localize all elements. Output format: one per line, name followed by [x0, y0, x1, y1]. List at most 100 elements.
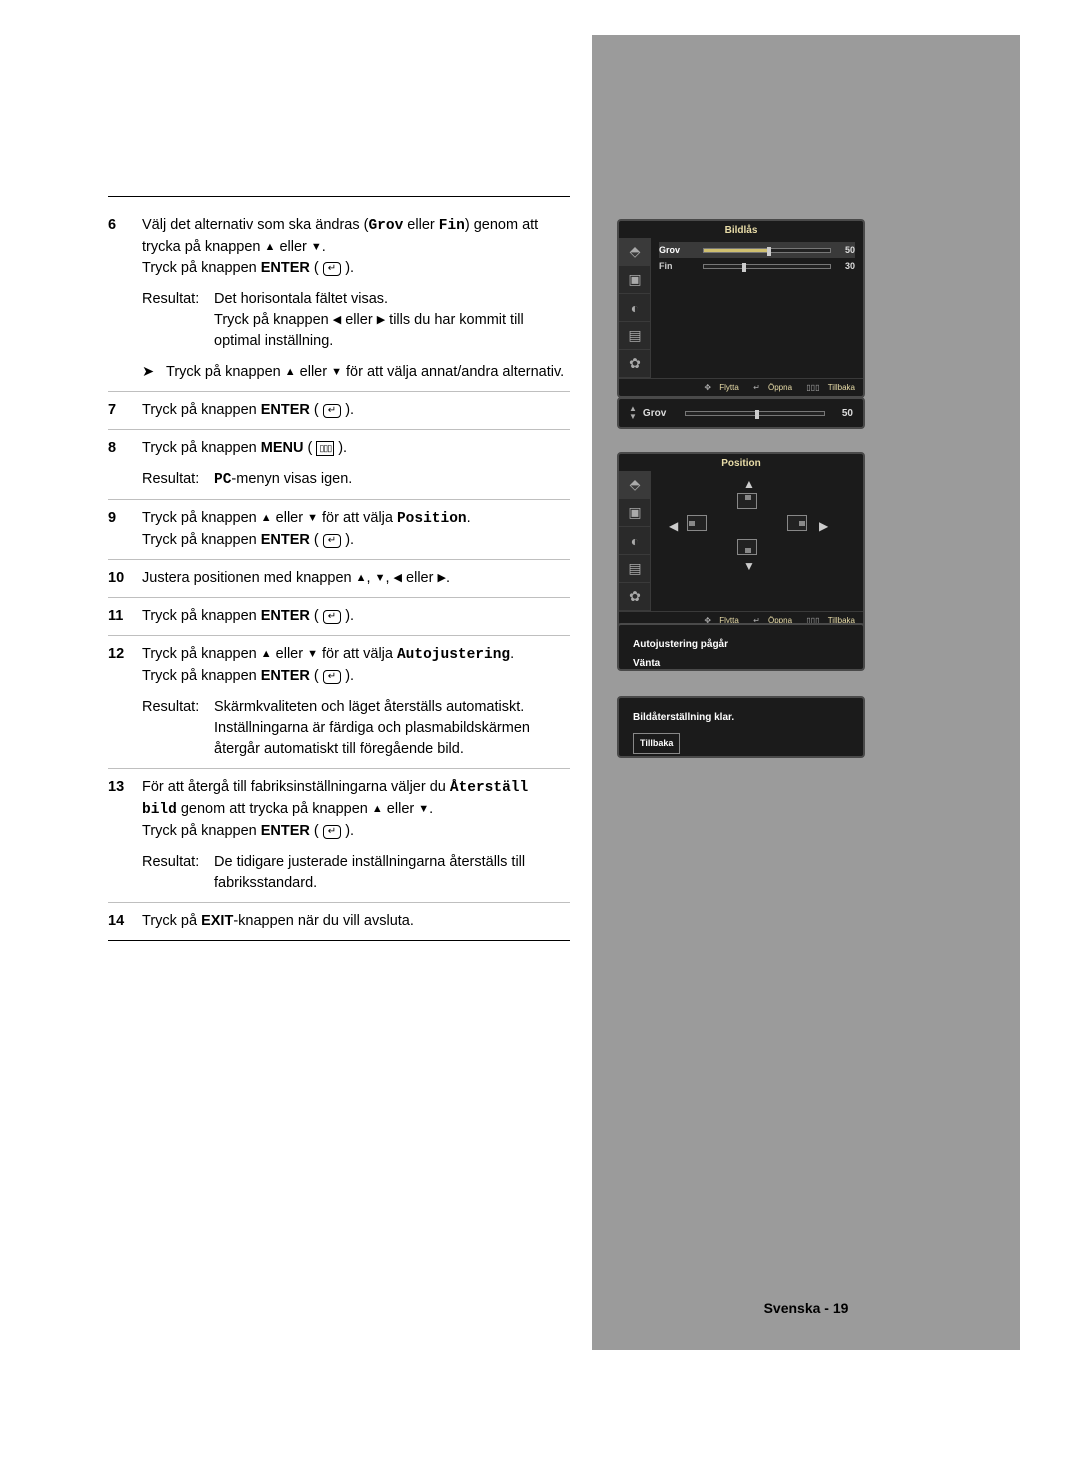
result-label: Resultat:	[142, 469, 214, 491]
osd-item-grov[interactable]: Grov 50	[659, 242, 855, 258]
msg-line2: Vänta	[633, 654, 849, 673]
enter-icon: ↵	[323, 404, 341, 418]
step-12: 12 Tryck på knappen ▲ eller ▼ för att vä…	[108, 636, 570, 769]
left-icon: ◀	[333, 313, 341, 329]
step-number: 14	[108, 911, 142, 932]
step-8: 8 Tryck på knappen MENU ( ▯▯▯ ). Resulta…	[108, 430, 570, 500]
msg-line1: Autojustering pågår	[633, 635, 849, 654]
up-icon: ▲	[372, 802, 383, 818]
top-rule	[108, 196, 570, 197]
down-icon: ▼	[307, 647, 318, 663]
step-body: Tryck på knappen MENU ( ▯▯▯ ). Resultat:…	[142, 438, 570, 491]
step-14: 14 Tryck på EXIT-knappen när du vill avs…	[108, 903, 570, 941]
up-icon: ▲	[261, 647, 272, 663]
result-text: Skärmkvaliteten och läget återställs aut…	[214, 697, 570, 760]
enter-icon: ↵	[323, 534, 341, 548]
enter-icon: ↵	[323, 610, 341, 624]
updown-icon[interactable]: ▲▼	[629, 405, 637, 421]
down-icon: ▼	[418, 802, 429, 818]
step-number: 7	[108, 400, 142, 421]
step-10: 10 Justera positionen med knappen ▲, ▼, …	[108, 560, 570, 598]
up-icon: ▲	[261, 511, 272, 527]
osd-bildlas: Bildlås ⬘ ▣ ◐ ▤ ✿ Grov 50 Fin 30	[617, 219, 865, 398]
step-body: Välj det alternativ som ska ändras (Grov…	[142, 215, 570, 383]
step-number: 8	[108, 438, 142, 491]
osd-icon-column: ⬘ ▣ ◐ ▤ ✿	[619, 238, 651, 378]
osd-title: Bildlås	[619, 221, 863, 238]
down-icon: ▼	[307, 511, 318, 527]
osd-hints: ✥ Flytta ↵ Öppna ▯▯▯ Tillbaka	[619, 378, 863, 396]
osd-position: Position ⬘ ▣ ◐ ▤ ✿ ▲ ◀ ▶ ▼ ✥ Flytta ↵	[617, 452, 865, 631]
result-text: Det horisontala fältet visas. Tryck på k…	[214, 289, 570, 352]
step-body: Tryck på knappen ▲ eller ▼ för att välja…	[142, 508, 570, 551]
step-number: 6	[108, 215, 142, 383]
step-13: 13 För att återgå till fabriksinställnin…	[108, 769, 570, 903]
result-label: Resultat:	[142, 697, 214, 760]
step-body: Tryck på knappen ▲ eller ▼ för att välja…	[142, 644, 570, 760]
up-icon: ▲	[285, 365, 296, 381]
step-number: 10	[108, 568, 142, 589]
setup-icon[interactable]: ✿	[619, 350, 651, 378]
msg-line1: Bildåterställning klar.	[633, 708, 849, 727]
osd-grov-slider: ▲▼ Grov 50	[617, 397, 865, 429]
slider-fin[interactable]	[703, 264, 831, 269]
up-icon[interactable]: ▲	[743, 477, 755, 491]
instruction-content: 6 Välj det alternativ som ska ändras (Gr…	[108, 196, 570, 941]
step-7: 7 Tryck på knappen ENTER ( ↵ ).	[108, 392, 570, 430]
step-body: Justera positionen med knappen ▲, ▼, ◀ e…	[142, 568, 570, 589]
left-icon[interactable]: ◀	[669, 519, 678, 533]
down-icon: ▼	[311, 240, 322, 256]
osd-item-fin[interactable]: Fin 30	[659, 258, 855, 274]
right-icon: ▶	[377, 313, 385, 329]
down-icon: ▼	[375, 571, 386, 587]
back-button[interactable]: Tillbaka	[633, 733, 680, 754]
step-11: 11 Tryck på knappen ENTER ( ↵ ).	[108, 598, 570, 636]
enter-icon: ↵	[323, 670, 341, 684]
menu-icon: ▯▯▯	[316, 441, 334, 456]
left-icon: ◀	[394, 571, 402, 587]
channel-icon[interactable]: ▤	[619, 322, 651, 350]
enter-icon: ↵	[323, 262, 341, 276]
result-text: PC-menyn visas igen.	[214, 469, 570, 491]
pos-bottom-icon	[737, 539, 757, 555]
position-pad[interactable]: ▲ ◀ ▶ ▼	[651, 471, 863, 601]
up-icon: ▲	[356, 571, 367, 587]
step-body: Tryck på knappen ENTER ( ↵ ).	[142, 400, 570, 421]
result-label: Resultat:	[142, 852, 214, 894]
picture-icon[interactable]: ▣	[619, 266, 651, 294]
step-number: 13	[108, 777, 142, 894]
down-icon[interactable]: ▼	[743, 559, 755, 573]
result-text: De tidigare justerade inställningarna åt…	[214, 852, 570, 894]
input-icon[interactable]: ⬘	[619, 238, 651, 266]
step-number: 11	[108, 606, 142, 627]
up-icon: ▲	[265, 240, 276, 256]
result-label: Resultat:	[142, 289, 214, 352]
step-number: 12	[108, 644, 142, 760]
right-icon[interactable]: ▶	[819, 519, 828, 533]
pos-left-icon	[687, 515, 707, 531]
slider-grov[interactable]	[703, 248, 831, 253]
setup-icon[interactable]: ✿	[619, 583, 651, 611]
osd-icon-column: ⬘ ▣ ◐ ▤ ✿	[619, 471, 651, 611]
channel-icon[interactable]: ▤	[619, 555, 651, 583]
osd-title: Position	[619, 454, 863, 471]
sound-icon[interactable]: ◐	[619, 527, 651, 555]
step-6: 6 Välj det alternativ som ska ändras (Gr…	[108, 207, 570, 392]
down-icon: ▼	[331, 365, 342, 381]
step-body: För att återgå till fabriksinställningar…	[142, 777, 570, 894]
osd-bildaterstallning: Bildåterställning klar. Tillbaka	[617, 696, 865, 758]
sound-icon[interactable]: ◐	[619, 294, 651, 322]
osd-main: Grov 50 Fin 30	[651, 238, 863, 378]
pointer-icon: ➤	[142, 362, 166, 383]
picture-icon[interactable]: ▣	[619, 499, 651, 527]
step-body: Tryck på EXIT-knappen när du vill avslut…	[142, 911, 570, 932]
pos-top-icon	[737, 493, 757, 509]
page-number: Svenska - 19	[593, 1300, 1019, 1316]
right-icon: ▶	[437, 571, 445, 587]
step-9: 9 Tryck på knappen ▲ eller ▼ för att väl…	[108, 500, 570, 560]
input-icon[interactable]: ⬘	[619, 471, 651, 499]
slider-grov-full[interactable]	[685, 411, 825, 416]
osd-autojustering: Autojustering pågår Vänta	[617, 623, 865, 671]
step-body: Tryck på knappen ENTER ( ↵ ).	[142, 606, 570, 627]
step-number: 9	[108, 508, 142, 551]
